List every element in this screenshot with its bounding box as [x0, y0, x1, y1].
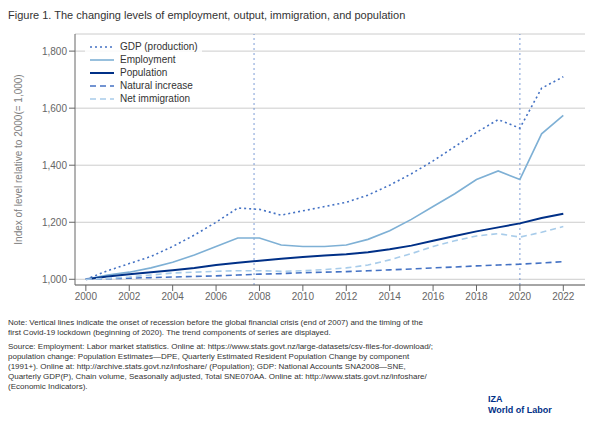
svg-text:2016: 2016	[422, 291, 445, 302]
svg-text:2002: 2002	[118, 291, 141, 302]
svg-text:1,400: 1,400	[42, 160, 67, 171]
svg-text:2008: 2008	[248, 291, 271, 302]
svg-text:2012: 2012	[335, 291, 358, 302]
svg-text:2018: 2018	[465, 291, 488, 302]
html-text:Population: Population	[120, 67, 168, 78]
html-text:GDP (production): GDP (production)	[120, 41, 198, 52]
html-text:Natural increase: Natural increase	[120, 80, 193, 91]
html-text:Employment: Employment	[120, 54, 176, 65]
svg-text:2006: 2006	[205, 291, 228, 302]
html-text:Net immigration: Net immigration	[120, 93, 190, 104]
svg-text:1,000: 1,000	[42, 274, 67, 285]
html-text:Figure 1. The changing levels: Figure 1. The changing levels of employm…	[8, 9, 406, 21]
svg-text:1,200: 1,200	[42, 217, 67, 228]
svg-text:2014: 2014	[379, 291, 402, 302]
svg-text:2022: 2022	[552, 291, 575, 302]
svg-text:2020: 2020	[509, 291, 532, 302]
html-text:IZA World of Labor: IZA World of Labor	[488, 394, 552, 415]
svg-text:1,600: 1,600	[42, 103, 67, 114]
svg-text:Index of level relative to 200: Index of level relative to 2000(= 1,000)	[13, 74, 24, 244]
svg-text:2010: 2010	[292, 291, 315, 302]
svg-text:2000: 2000	[75, 291, 98, 302]
html-text:Source: Employment: Labor mark: Source: Employment: Labor market statist…	[8, 342, 434, 391]
svg-text:2004: 2004	[162, 291, 185, 302]
svg-text:1,800: 1,800	[42, 46, 67, 57]
html-text:Note: Vertical lines indicate: Note: Vertical lines indicate the onset …	[8, 318, 423, 337]
